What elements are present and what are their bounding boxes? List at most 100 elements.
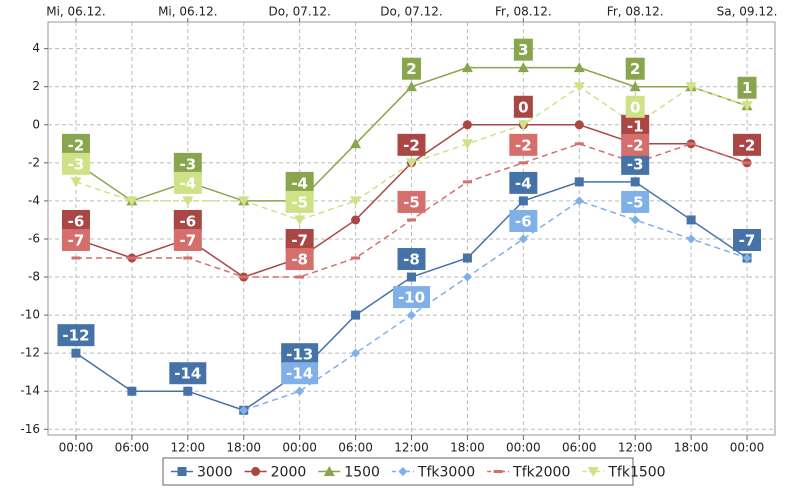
data-label: -8 (403, 251, 420, 269)
data-point (573, 62, 585, 73)
y-tick-label: -10 (20, 308, 40, 322)
data-point (518, 196, 528, 206)
data-point (407, 218, 416, 222)
data-label: -7 (291, 232, 308, 250)
data-point (630, 215, 640, 225)
data-label: -5 (403, 193, 420, 211)
data-label: 0 (518, 98, 528, 116)
data-point (183, 256, 193, 260)
legend-marker (587, 467, 599, 477)
data-label-box (737, 76, 757, 99)
top-tick-label: Mi, 06.12. (46, 5, 105, 19)
data-point (182, 196, 194, 207)
data-label: 0 (630, 98, 640, 116)
y-tick-label: -12 (20, 346, 40, 360)
legend-label: Tfk2000 (512, 465, 570, 481)
legend-marker (323, 466, 335, 476)
x-tick-label: 00:00 (506, 441, 541, 455)
data-point (685, 82, 697, 93)
legend-marker (493, 470, 503, 473)
y-tick-label: -8 (28, 270, 40, 284)
data-point (71, 348, 81, 358)
data-point (126, 196, 138, 207)
data-label: 2 (630, 60, 640, 78)
x-tick-label: 00:00 (282, 441, 317, 455)
data-point (407, 272, 416, 282)
data-label-box (625, 95, 645, 118)
data-point (742, 161, 752, 165)
legend-label: 1500 (344, 465, 380, 481)
data-point (741, 101, 753, 112)
data-point (574, 142, 584, 146)
data-point (686, 234, 696, 244)
x-tick-label: 00:00 (730, 441, 765, 455)
data-label: -12 (62, 327, 89, 345)
data-label-box (397, 190, 426, 213)
data-label: -5 (627, 193, 644, 211)
data-point (351, 348, 361, 358)
data-point (574, 177, 584, 187)
data-point (351, 310, 361, 320)
legend-label: 2000 (271, 465, 307, 481)
data-label-box (169, 362, 207, 385)
top-tick-label: Fr, 08.12. (607, 5, 664, 19)
data-label-box (173, 171, 202, 194)
data-label: -5 (291, 193, 308, 211)
data-point (295, 386, 305, 396)
y-tick-label: 2 (32, 79, 40, 93)
data-label: -2 (515, 136, 532, 154)
data-point (350, 138, 362, 149)
data-label: -2 (627, 136, 644, 154)
data-label-box (281, 343, 319, 366)
data-label: -2 (739, 136, 756, 154)
data-point (462, 180, 472, 184)
data-label-box (513, 95, 533, 118)
y-tick-label: 0 (32, 117, 40, 131)
data-label-box (733, 229, 762, 251)
data-label: -4 (291, 174, 308, 192)
data-label-box (621, 190, 650, 213)
data-point (406, 81, 417, 92)
legend-box (162, 457, 634, 486)
data-label-box (173, 229, 202, 251)
legend-label: Tfk3000 (417, 465, 475, 481)
x-tick-label: 12:00 (171, 441, 206, 455)
legend-marker (398, 467, 408, 476)
top-tick-label: Mi, 06.12. (158, 5, 217, 19)
data-label: -14 (174, 365, 201, 383)
data-point (462, 120, 472, 130)
x-tick-label: 18:00 (226, 441, 261, 455)
data-point (294, 215, 306, 226)
x-tick-label: 00:00 (59, 441, 94, 455)
data-label: -14 (286, 365, 313, 383)
data-label-box (61, 133, 90, 156)
data-point (574, 196, 584, 206)
y-tick-label: -6 (28, 231, 40, 245)
data-label-box (173, 152, 202, 175)
data-label-box (285, 248, 314, 271)
data-point (238, 196, 250, 207)
series-line (243, 200, 748, 411)
top-tick-label: Fr, 08.12. (495, 5, 552, 19)
x-tick-label: 06:00 (562, 441, 597, 455)
data-point (686, 215, 696, 225)
data-label: -7 (68, 232, 85, 250)
data-label: -2 (68, 136, 85, 154)
y-tick-label: 4 (32, 41, 40, 55)
data-point (630, 177, 640, 187)
y-tick-label: -16 (20, 422, 40, 436)
data-point (518, 161, 528, 165)
data-label: -8 (291, 251, 308, 269)
data-label: -6 (515, 212, 532, 230)
legend-marker (251, 467, 261, 476)
top-tick-label: Do, 07.12. (380, 5, 442, 19)
data-point (461, 139, 473, 150)
data-point (462, 272, 472, 282)
data-point (70, 177, 82, 188)
data-label-box (625, 57, 645, 80)
data-label-box (621, 133, 650, 156)
data-label-box (397, 133, 426, 156)
data-label-box (285, 229, 314, 251)
data-point (295, 275, 305, 279)
